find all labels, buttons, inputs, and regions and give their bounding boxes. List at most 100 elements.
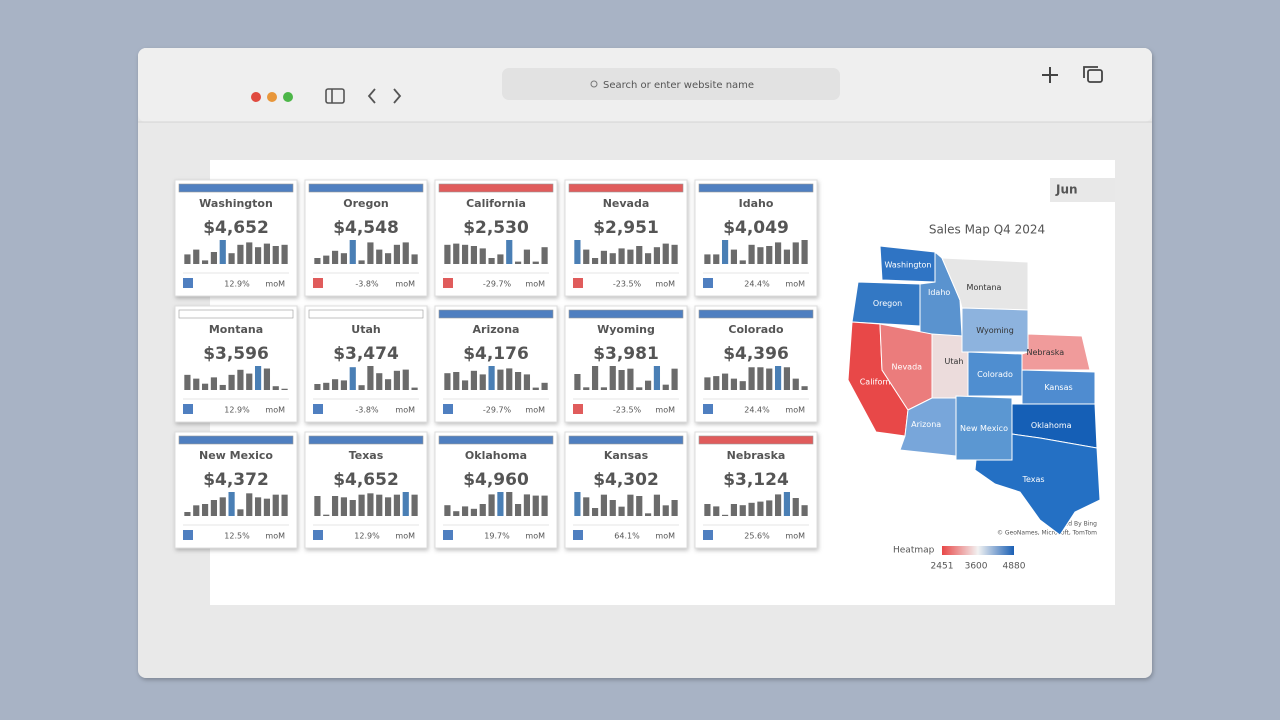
month-bar — [523, 494, 531, 516]
month-bar — [801, 240, 808, 264]
map-title: Sales Map Q4 2024 — [929, 223, 1045, 237]
month-bar — [704, 377, 711, 390]
month-bar — [730, 378, 738, 390]
month-bar — [600, 387, 608, 390]
back-button[interactable] — [367, 88, 376, 104]
month-bar — [453, 243, 460, 264]
tabs-button[interactable] — [1083, 66, 1103, 83]
month-bar — [757, 501, 764, 516]
change-percent: 24.4% — [744, 280, 770, 289]
map-region[interactable]: New Mexico — [955, 395, 1013, 461]
state-card: Nebraska $3,124 25.6% moM — [694, 431, 818, 549]
state-name: Oregon — [343, 197, 389, 210]
map-region[interactable]: Oregon — [851, 281, 921, 327]
state-name: Texas — [349, 449, 384, 462]
month-bar — [541, 382, 548, 390]
change-percent: 12.5% — [224, 532, 250, 541]
legend-label: Heatmap — [893, 546, 935, 556]
change-percent: 25.6% — [744, 532, 770, 541]
month-bar — [470, 246, 478, 264]
map-region[interactable]: Colorado — [967, 351, 1023, 397]
month-bar — [721, 514, 729, 516]
month-bar — [497, 369, 504, 390]
month-bar — [627, 494, 634, 516]
change-label: moM — [395, 532, 415, 541]
change-label: moM — [265, 406, 285, 415]
month-bar — [671, 368, 678, 390]
month-bar — [523, 249, 531, 264]
sales-value: $4,372 — [203, 470, 269, 490]
sales-value: $4,652 — [203, 218, 269, 238]
month-filter-label[interactable]: Jun — [1055, 183, 1078, 197]
state-card: Texas $4,652 12.9% moM — [304, 431, 428, 549]
month-bar — [713, 254, 720, 264]
map-region[interactable]: Texas — [974, 433, 1101, 536]
month-bar — [272, 494, 279, 516]
sidebar-button[interactable] — [325, 88, 345, 104]
maximize-button[interactable] — [283, 92, 293, 102]
month-bar — [783, 492, 791, 516]
month-bar — [574, 240, 581, 264]
month-bar — [470, 370, 478, 390]
state-label: Washington — [884, 261, 931, 270]
month-bar — [748, 367, 755, 390]
month-bar — [766, 500, 773, 516]
month-filter[interactable] — [1050, 178, 1115, 202]
month-bar — [254, 366, 262, 390]
close-button[interactable] — [251, 92, 261, 102]
month-bar — [766, 368, 773, 390]
search-icon — [590, 80, 598, 88]
change-percent: -23.5% — [613, 406, 642, 415]
month-bar — [367, 366, 374, 390]
month-bar — [506, 368, 513, 390]
month-bar — [488, 494, 495, 516]
month-bar — [281, 388, 288, 390]
card-background — [304, 431, 428, 549]
month-bar — [801, 505, 808, 516]
month-bar — [792, 498, 799, 516]
sales-value: $3,981 — [593, 344, 659, 364]
state-card: Nevada $2,951 -23.5% moM — [564, 179, 688, 297]
minimize-button[interactable] — [267, 92, 277, 102]
trend-indicator — [313, 278, 323, 288]
month-bar — [263, 498, 271, 516]
month-bar — [713, 376, 720, 390]
sales-value: $3,124 — [723, 470, 789, 490]
card-header — [308, 183, 424, 193]
trend-indicator — [703, 404, 713, 414]
month-bar — [193, 505, 200, 516]
month-bar — [739, 505, 746, 516]
map-region[interactable]: Washington — [879, 245, 936, 283]
state-label: Colorado — [977, 370, 1013, 379]
month-bar — [532, 387, 539, 390]
month-bar — [662, 384, 669, 390]
month-bar — [402, 492, 409, 516]
map-region[interactable]: Kansas — [1021, 369, 1096, 405]
month-bar — [184, 374, 191, 390]
month-bar — [721, 373, 729, 390]
change-label: moM — [655, 406, 675, 415]
month-bar — [358, 260, 365, 264]
change-label: moM — [395, 280, 415, 289]
card-header — [438, 183, 554, 193]
map-region[interactable]: Nebraska — [1021, 333, 1091, 371]
forward-button[interactable] — [393, 88, 402, 104]
month-bar — [228, 492, 235, 516]
month-bar — [574, 492, 581, 516]
state-name: Oklahoma — [465, 449, 527, 462]
month-bar — [461, 380, 469, 390]
card-background — [564, 179, 688, 297]
sales-value: $4,176 — [463, 344, 529, 364]
trend-indicator — [703, 278, 713, 288]
month-bar — [393, 494, 401, 516]
month-bar — [721, 240, 729, 264]
month-bar — [532, 261, 539, 264]
card-background — [174, 431, 298, 549]
month-bar — [523, 374, 531, 390]
map-region[interactable]: Wyoming — [961, 307, 1029, 353]
month-bar — [281, 244, 288, 264]
change-label: moM — [525, 280, 545, 289]
new-tab-button[interactable] — [1042, 67, 1058, 83]
address-bar[interactable] — [502, 68, 840, 100]
card-header — [178, 183, 294, 193]
